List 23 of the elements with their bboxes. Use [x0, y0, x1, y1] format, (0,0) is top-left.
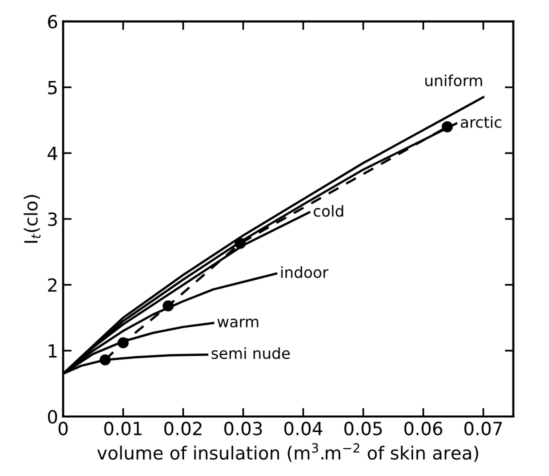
- series-label: cold: [314, 204, 344, 217]
- series-label: semi nude: [212, 347, 290, 360]
- x-tick-label: 0: [58, 422, 68, 436]
- y-tick-label: 3: [48, 212, 57, 226]
- x-axis-title: volume of insulation (m$^{3}$.m$^{−2}$ of skin area): [97, 443, 478, 462]
- x-tick-label: 0.06: [404, 422, 442, 436]
- x-tick-label: 0.07: [464, 422, 502, 436]
- x-tick-label: 0.05: [344, 422, 382, 436]
- y-tick-label: 2: [48, 278, 56, 292]
- y-axis-title: I$_{t}$(clo): [24, 195, 40, 243]
- y-tick-label: 5: [48, 80, 57, 94]
- y-tick-label: 6: [48, 14, 58, 29]
- series-label: indoor: [281, 266, 328, 278]
- series-label: warm: [217, 318, 258, 328]
- series-label: arctic: [460, 116, 502, 128]
- x-tick-label: 0.03: [224, 422, 262, 436]
- legend-label: uniform: [425, 74, 482, 86]
- y-tick-label: 4: [48, 146, 58, 160]
- x-tick-label: 0.01: [104, 422, 142, 436]
- x-tick-label: 0.02: [164, 422, 202, 436]
- y-tick-label: 1: [48, 344, 57, 358]
- x-tick-label: 0.04: [284, 422, 322, 436]
- y-tick-label: 0: [48, 410, 58, 424]
